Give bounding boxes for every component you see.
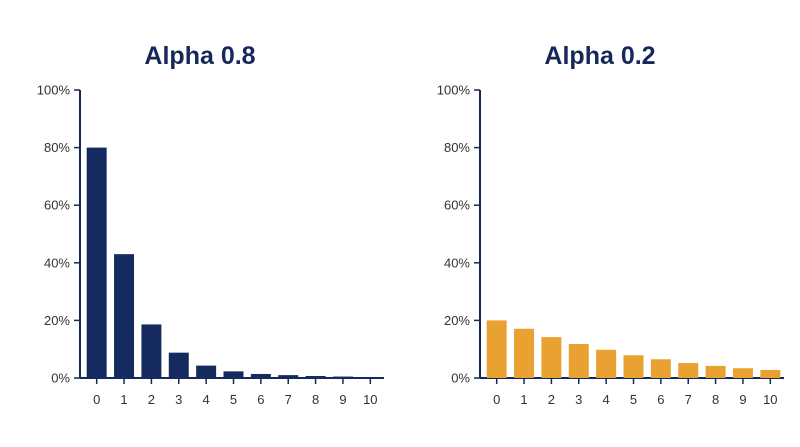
bar-chart-plot: 0% 20% 40% 60% 80% 100% 0 1 2 3 4 5 6 7 8 9 10 — [37, 83, 384, 407]
bar — [568, 344, 589, 378]
x-tick-label: 8 — [712, 392, 719, 407]
x-tick-label: 10 — [763, 392, 777, 407]
y-tick-label: 100% — [437, 83, 471, 98]
y-tick-label: 20% — [444, 313, 470, 328]
bar — [141, 324, 162, 378]
bar — [541, 337, 562, 378]
y-tick-label: 60% — [444, 198, 470, 213]
y-tick-label: 0% — [451, 371, 470, 386]
bar — [223, 371, 244, 378]
bar — [623, 355, 644, 378]
x-tick-label: 2 — [548, 392, 555, 407]
x-tick-label: 3 — [575, 392, 582, 407]
bar — [486, 320, 507, 378]
y-tick-label: 0% — [51, 371, 70, 386]
y-tick-label: 60% — [44, 198, 70, 213]
bar — [678, 363, 699, 378]
bar — [596, 349, 617, 378]
y-tick-label: 80% — [444, 140, 470, 155]
chart-title: Alpha 0.8 — [144, 42, 256, 70]
x-tick-label: 1 — [520, 392, 527, 407]
bar — [250, 373, 271, 378]
x-tick-label: 5 — [230, 392, 237, 407]
x-tick-label: 1 — [120, 392, 127, 407]
bar — [705, 365, 726, 378]
chart-title: Alpha 0.2 — [544, 42, 656, 70]
x-tick-label: 7 — [285, 392, 292, 407]
x-tick-label: 10 — [363, 392, 377, 407]
x-tick-label: 4 — [203, 392, 210, 407]
x-tick-label: 0 — [93, 392, 100, 407]
bar — [305, 375, 326, 378]
bar — [168, 352, 189, 378]
bar — [760, 369, 781, 378]
bar — [196, 365, 217, 378]
bar-chart-plot: 0% 20% 40% 60% 80% 100% 0 1 2 3 4 5 6 7 8 9 10 — [437, 83, 784, 407]
bar — [650, 359, 671, 378]
x-tick-label: 2 — [148, 392, 155, 407]
y-tick-label: 20% — [44, 313, 70, 328]
x-tick-label: 3 — [175, 392, 182, 407]
x-tick-label: 7 — [685, 392, 692, 407]
bar — [732, 368, 753, 378]
bar — [86, 147, 107, 378]
x-tick-label: 5 — [630, 392, 637, 407]
x-tick-label: 4 — [603, 392, 610, 407]
x-tick-label: 9 — [339, 392, 346, 407]
x-tick-label: 6 — [657, 392, 664, 407]
bar — [360, 377, 381, 378]
chart-alpha-0-2: Alpha 0.2 0% 20% 40% 60% 80% 100% 0 1 2 3 4 5 6 7 8 9 10 — [400, 0, 800, 447]
y-tick-label: 80% — [44, 140, 70, 155]
chart-alpha-0-8: Alpha 0.8 0% 20% 40% 60% 80% 100% 0 1 2 3 4 5 6 7 8 9 10 — [37, 42, 384, 407]
x-tick-label: 6 — [257, 392, 264, 407]
y-tick-label: 100% — [37, 83, 71, 98]
bar — [514, 328, 535, 378]
bar — [332, 376, 353, 378]
y-tick-label: 40% — [444, 255, 470, 270]
bar — [114, 254, 135, 378]
bar — [278, 375, 299, 378]
x-tick-label: 8 — [312, 392, 319, 407]
x-tick-label: 9 — [739, 392, 746, 407]
x-tick-label: 0 — [493, 392, 500, 407]
y-tick-label: 40% — [44, 255, 70, 270]
